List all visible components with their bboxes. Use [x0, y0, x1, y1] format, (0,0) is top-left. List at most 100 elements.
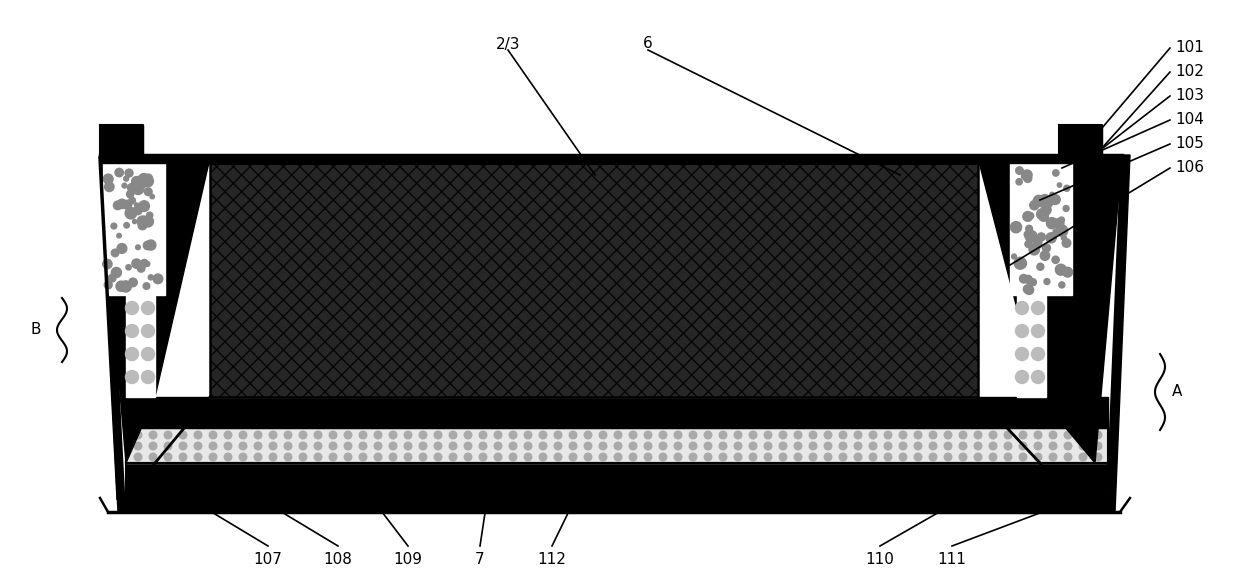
- Circle shape: [149, 442, 156, 450]
- Circle shape: [704, 431, 712, 439]
- Circle shape: [675, 442, 682, 450]
- Circle shape: [990, 431, 997, 439]
- Text: 109: 109: [393, 552, 423, 567]
- Circle shape: [224, 442, 232, 450]
- Circle shape: [1040, 205, 1052, 215]
- Circle shape: [779, 442, 787, 450]
- Circle shape: [645, 453, 652, 461]
- Circle shape: [1049, 453, 1056, 461]
- Text: 110: 110: [866, 552, 894, 567]
- Circle shape: [1053, 170, 1059, 176]
- Circle shape: [884, 431, 892, 439]
- Circle shape: [118, 199, 126, 209]
- Circle shape: [434, 431, 441, 439]
- Circle shape: [660, 442, 667, 450]
- Circle shape: [629, 453, 637, 461]
- Circle shape: [464, 431, 471, 439]
- Circle shape: [129, 278, 138, 287]
- Circle shape: [810, 431, 817, 439]
- Circle shape: [719, 431, 727, 439]
- Circle shape: [254, 453, 262, 461]
- Text: 102: 102: [1176, 64, 1204, 79]
- Circle shape: [1029, 279, 1037, 286]
- Circle shape: [510, 442, 517, 450]
- Text: 105: 105: [1176, 136, 1204, 151]
- Circle shape: [195, 442, 202, 450]
- Circle shape: [839, 442, 847, 450]
- Circle shape: [839, 431, 847, 439]
- Circle shape: [1024, 231, 1032, 238]
- Circle shape: [1054, 218, 1064, 228]
- Circle shape: [1019, 442, 1027, 450]
- Circle shape: [1044, 278, 1050, 285]
- Circle shape: [360, 453, 367, 461]
- Circle shape: [734, 453, 742, 461]
- Circle shape: [689, 442, 697, 450]
- Circle shape: [1040, 251, 1049, 260]
- Circle shape: [120, 281, 131, 292]
- Circle shape: [146, 240, 156, 250]
- Circle shape: [146, 212, 153, 218]
- Text: 111: 111: [937, 552, 966, 567]
- Circle shape: [810, 442, 817, 450]
- Circle shape: [1004, 431, 1012, 439]
- Circle shape: [149, 275, 154, 280]
- Circle shape: [113, 201, 122, 210]
- Circle shape: [569, 431, 577, 439]
- Circle shape: [1033, 196, 1044, 206]
- Circle shape: [135, 183, 140, 187]
- Circle shape: [704, 442, 712, 450]
- Circle shape: [389, 453, 397, 461]
- Circle shape: [145, 262, 150, 266]
- Circle shape: [734, 431, 742, 439]
- Circle shape: [1033, 240, 1042, 248]
- Circle shape: [314, 442, 322, 450]
- Circle shape: [269, 442, 277, 450]
- Circle shape: [1022, 170, 1032, 180]
- Circle shape: [269, 453, 277, 461]
- Circle shape: [133, 220, 136, 224]
- Polygon shape: [1011, 163, 1073, 295]
- Circle shape: [1058, 183, 1061, 187]
- Circle shape: [914, 453, 921, 461]
- Circle shape: [495, 453, 502, 461]
- Circle shape: [108, 274, 115, 282]
- Circle shape: [224, 453, 232, 461]
- Circle shape: [960, 453, 967, 461]
- Circle shape: [464, 442, 471, 450]
- Text: 7: 7: [475, 552, 485, 567]
- Circle shape: [1024, 285, 1034, 294]
- Circle shape: [115, 168, 124, 177]
- Circle shape: [779, 431, 787, 439]
- Circle shape: [1034, 236, 1042, 244]
- Polygon shape: [978, 158, 1122, 463]
- Circle shape: [1059, 282, 1065, 288]
- Circle shape: [1025, 225, 1033, 232]
- Circle shape: [103, 259, 112, 269]
- Polygon shape: [100, 155, 1122, 163]
- Circle shape: [1016, 179, 1022, 185]
- Circle shape: [1047, 233, 1056, 243]
- Circle shape: [794, 453, 802, 461]
- Polygon shape: [1059, 125, 1102, 158]
- Polygon shape: [108, 158, 1122, 498]
- Circle shape: [110, 223, 117, 229]
- Circle shape: [404, 453, 412, 461]
- Circle shape: [1023, 212, 1033, 221]
- Circle shape: [675, 431, 682, 439]
- Circle shape: [140, 216, 150, 225]
- Circle shape: [1061, 235, 1066, 240]
- Circle shape: [141, 324, 155, 338]
- Circle shape: [854, 453, 862, 461]
- Circle shape: [660, 453, 667, 461]
- Circle shape: [404, 431, 412, 439]
- Circle shape: [719, 453, 727, 461]
- Circle shape: [135, 245, 140, 250]
- Circle shape: [839, 453, 847, 461]
- Circle shape: [929, 431, 936, 439]
- Circle shape: [134, 206, 143, 214]
- Circle shape: [975, 431, 982, 439]
- Circle shape: [1053, 229, 1059, 236]
- Circle shape: [764, 453, 771, 461]
- Polygon shape: [210, 163, 978, 397]
